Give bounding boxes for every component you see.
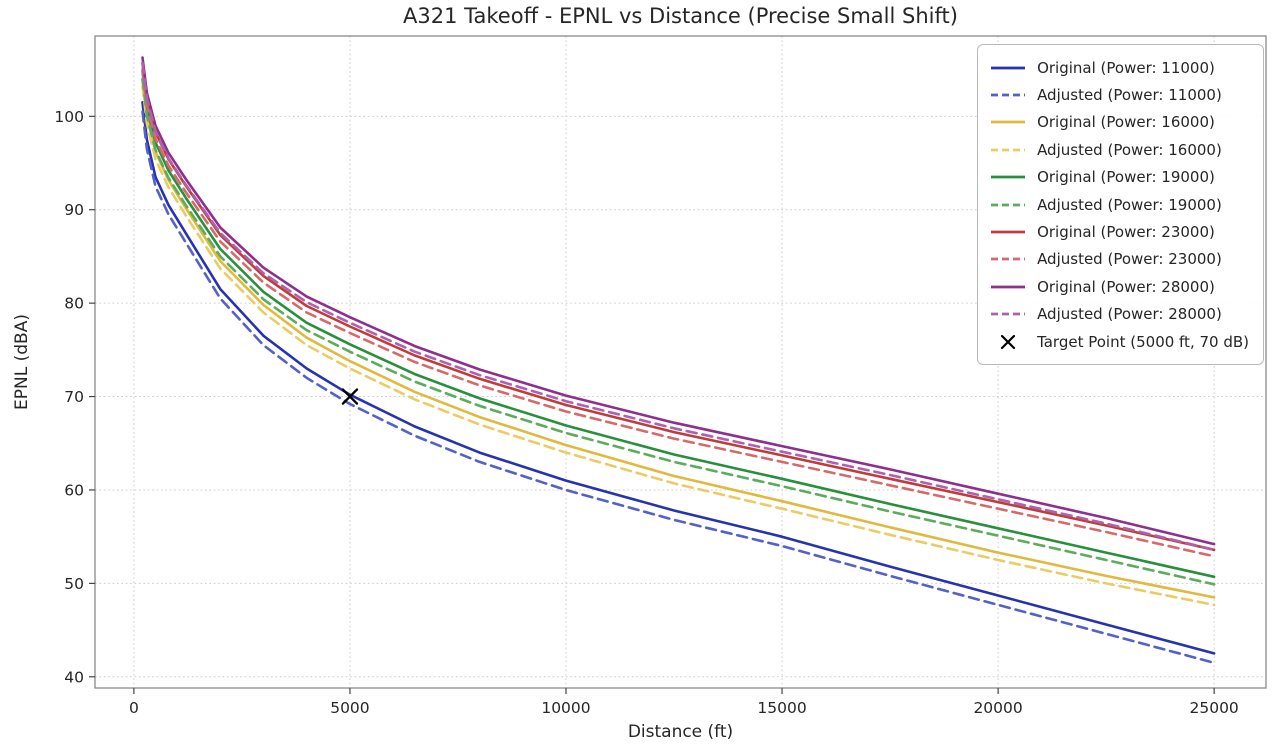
plot-frame bbox=[94, 35, 1267, 689]
legend: Original (Power: 11000) Adjusted (Power: … bbox=[977, 44, 1264, 366]
legend-label: Adjusted (Power: 16000) bbox=[1037, 140, 1222, 159]
legend-sample bbox=[991, 312, 1026, 316]
x-tick-label: 5000 bbox=[330, 699, 369, 717]
series-line bbox=[141, 85, 1216, 607]
y-tick-label: 90 bbox=[64, 201, 84, 219]
series-line bbox=[141, 70, 1216, 579]
x-tick-label: 25000 bbox=[1189, 699, 1238, 717]
series-line bbox=[141, 77, 1216, 586]
legend-sample bbox=[991, 66, 1026, 70]
series-line bbox=[141, 61, 1216, 552]
legend-item-target-point: Target Point (5000 ft, 70 dB) bbox=[990, 328, 1249, 355]
legend-item-series: Adjusted (Power: 19000) bbox=[990, 191, 1249, 218]
legend-label: Adjusted (Power: 28000) bbox=[1037, 305, 1222, 324]
chart-title: A321 Takeoff - EPNL vs Distance (Precise… bbox=[403, 4, 958, 28]
legend-x-marker-icon bbox=[1000, 334, 1016, 349]
x-tick-label: 0 bbox=[129, 699, 139, 717]
legend-label: Adjusted (Power: 11000) bbox=[1037, 86, 1222, 105]
legend-sample bbox=[1000, 334, 1016, 349]
y-tick-label: 40 bbox=[64, 668, 84, 686]
series-line bbox=[141, 110, 1216, 665]
legend-item-series: Original (Power: 19000) bbox=[990, 164, 1249, 191]
legend-item-series: Adjusted (Power: 23000) bbox=[990, 246, 1249, 273]
y-tick-label: 50 bbox=[64, 575, 84, 593]
legend-label: Original (Power: 19000) bbox=[1037, 168, 1215, 187]
legend-sample bbox=[991, 148, 1026, 152]
legend-sample bbox=[991, 203, 1026, 207]
series-line bbox=[141, 56, 1216, 546]
y-tick-label: 80 bbox=[64, 295, 84, 313]
legend-label: Original (Power: 23000) bbox=[1037, 223, 1215, 242]
legend-label: Original (Power: 11000) bbox=[1037, 58, 1215, 77]
legend-sample bbox=[991, 121, 1026, 124]
y-tick-label: 100 bbox=[54, 108, 84, 126]
legend-item-series: Adjusted (Power: 28000) bbox=[990, 301, 1249, 328]
y-tick-label: 60 bbox=[64, 481, 84, 499]
legend-item-series: Original (Power: 16000) bbox=[990, 109, 1249, 136]
legend-item-series: Adjusted (Power: 11000) bbox=[990, 81, 1249, 108]
legend-sample bbox=[991, 258, 1026, 261]
legend-item-series: Original (Power: 11000) bbox=[990, 54, 1249, 81]
series-line bbox=[141, 68, 1216, 558]
legend-item-series: Original (Power: 23000) bbox=[990, 218, 1249, 245]
legend-item-series: Adjusted (Power: 16000) bbox=[990, 136, 1249, 163]
legend-label: Adjusted (Power: 19000) bbox=[1037, 195, 1222, 214]
legend-label: Original (Power: 16000) bbox=[1037, 113, 1215, 132]
legend-label: Target Point (5000 ft, 70 dB) bbox=[1037, 332, 1249, 351]
legend-label: Adjusted (Power: 23000) bbox=[1037, 250, 1222, 269]
legend-sample bbox=[991, 93, 1026, 97]
legend-sample bbox=[991, 230, 1026, 234]
legend-sample bbox=[991, 285, 1026, 289]
x-tick-label: 15000 bbox=[757, 699, 806, 717]
legend-item-series: Original (Power: 28000) bbox=[990, 273, 1249, 300]
x-tick-label: 20000 bbox=[973, 699, 1022, 717]
x-axis-label: Distance (ft) bbox=[627, 722, 734, 742]
series-line bbox=[141, 101, 1216, 655]
x-tick-label: 10000 bbox=[541, 699, 590, 717]
legend-label: Original (Power: 28000) bbox=[1037, 277, 1215, 296]
y-tick-label: 70 bbox=[64, 388, 84, 406]
legend-sample bbox=[991, 175, 1026, 179]
target-point-marker bbox=[341, 388, 359, 405]
